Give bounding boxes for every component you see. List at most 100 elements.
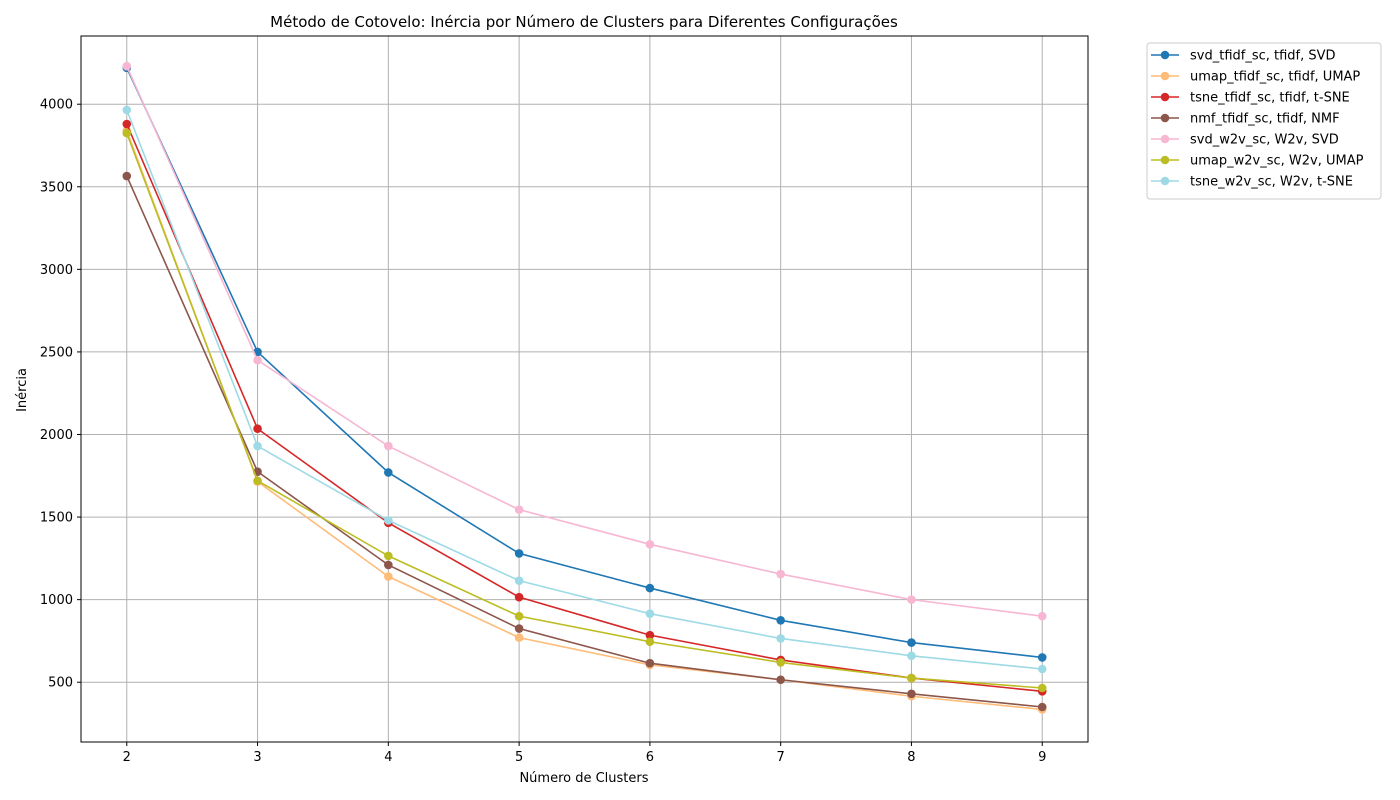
y-ticks: 500 1000 1500 2000 2500 3000 3500 4000	[40, 98, 81, 691]
data-point	[1037, 664, 1047, 674]
data-point	[514, 549, 524, 558]
chart-title: Método de Cotovelo: Inércia por Número d…	[270, 13, 898, 31]
data-point	[384, 551, 393, 561]
data-point	[1037, 683, 1047, 693]
legend-swatch-marker	[1160, 71, 1170, 81]
legend-item: nmf_tfidf_sc, tfidf, NMF	[1151, 112, 1340, 127]
data-point	[514, 576, 524, 585]
data-point	[907, 651, 916, 661]
data-point	[384, 560, 393, 570]
series-1	[122, 126, 1047, 714]
y-tick-label: 3500	[40, 180, 73, 195]
data-point	[645, 637, 655, 647]
data-point	[907, 595, 916, 604]
legend-swatch-marker	[1160, 134, 1170, 144]
series-line	[126, 132, 1043, 689]
legend-label: umap_tfidf_sc, tfidf, UMAP	[1190, 70, 1360, 85]
data-point	[384, 441, 393, 451]
data-point	[776, 634, 785, 643]
legend-label: svd_w2v_sc, W2v, SVD	[1190, 133, 1339, 148]
legend-item: tsne_w2v_sc, W2v, t-SNE	[1151, 175, 1353, 190]
data-point	[907, 638, 916, 647]
x-tick-label: 4	[384, 750, 392, 765]
y-tick-label: 2500	[40, 345, 73, 360]
plot-frame	[80, 35, 1089, 743]
data-point	[384, 516, 393, 525]
data-point	[122, 61, 132, 71]
legend-swatch-marker	[1160, 113, 1170, 123]
data-point	[776, 569, 785, 579]
y-axis-label: Inércia	[15, 368, 30, 412]
y-tick-label: 1500	[40, 511, 73, 526]
data-point	[514, 592, 524, 602]
y-tick-label: 1000	[40, 593, 73, 608]
legend-label: tsne_tfidf_sc, tfidf, t-SNE	[1190, 91, 1350, 106]
legend-item: umap_w2v_sc, W2v, UMAP	[1151, 154, 1364, 169]
data-point	[122, 119, 132, 129]
legend-box	[1146, 42, 1382, 200]
data-point	[122, 128, 132, 138]
legend-item: umap_tfidf_sc, tfidf, UMAP	[1151, 70, 1360, 85]
data-point	[253, 355, 262, 365]
x-tick-label: 5	[515, 750, 523, 765]
data-point	[384, 468, 393, 477]
legend-swatch-marker	[1160, 176, 1170, 186]
legend-item: svd_tfidf_sc, tfidf, SVD	[1151, 49, 1336, 64]
legend-item: tsne_tfidf_sc, tfidf, t-SNE	[1151, 91, 1350, 106]
data-point	[645, 609, 655, 618]
x-tick-label: 6	[646, 750, 654, 765]
data-point	[253, 441, 262, 451]
legend-label: nmf_tfidf_sc, tfidf, NMF	[1190, 112, 1340, 127]
data-point	[776, 615, 785, 625]
x-tick-label: 8	[907, 750, 915, 765]
y-tick-label: 4000	[40, 98, 73, 113]
x-tick-label: 7	[777, 750, 785, 765]
series-4	[122, 61, 1047, 621]
data-point	[514, 611, 524, 621]
series-line	[126, 109, 1043, 670]
legend: svd_tfidf_sc, tfidf, SVD umap_tfidf_sc, t…	[1146, 42, 1382, 200]
series-line	[126, 67, 1043, 659]
data-point	[907, 673, 916, 683]
x-tick-label: 2	[123, 750, 131, 765]
data-point	[907, 689, 916, 699]
data-point	[645, 658, 655, 668]
legend-swatch-marker	[1160, 50, 1170, 60]
data-point	[514, 505, 524, 514]
data-point	[514, 624, 524, 633]
data-point	[645, 583, 655, 593]
series-layer	[122, 61, 1047, 714]
legend-swatch-marker	[1160, 155, 1170, 165]
grid	[81, 36, 1088, 742]
data-point	[1037, 653, 1047, 662]
legend-label: umap_w2v_sc, W2v, UMAP	[1190, 154, 1364, 169]
y-tick-label: 3000	[40, 263, 73, 278]
x-axis-label: Número de Clusters	[519, 771, 648, 786]
x-tick-label: 9	[1038, 750, 1046, 765]
legend-label: tsne_w2v_sc, W2v, t-SNE	[1190, 175, 1353, 190]
x-ticks: 2 3 4 5 6 7 8 9	[123, 742, 1046, 765]
series-2	[122, 119, 1047, 696]
legend-item: svd_w2v_sc, W2v, SVD	[1151, 133, 1339, 148]
series-line	[126, 130, 1043, 711]
legend-label: svd_tfidf_sc, tfidf, SVD	[1190, 49, 1336, 64]
data-point	[122, 171, 132, 181]
y-tick-label: 500	[48, 676, 73, 691]
series-line	[126, 175, 1043, 708]
y-tick-label: 2000	[40, 428, 73, 443]
data-point	[253, 424, 262, 434]
data-point	[776, 658, 785, 667]
series-line	[126, 65, 1043, 617]
data-point	[122, 105, 132, 115]
legend-swatch-marker	[1160, 92, 1170, 102]
series-6	[122, 105, 1047, 674]
series-3	[122, 171, 1047, 712]
data-point	[253, 476, 262, 486]
data-point	[1037, 702, 1047, 712]
data-point	[645, 540, 655, 549]
data-point	[1037, 611, 1047, 621]
series-line	[126, 123, 1043, 693]
data-point	[645, 630, 655, 640]
data-point	[776, 675, 785, 685]
